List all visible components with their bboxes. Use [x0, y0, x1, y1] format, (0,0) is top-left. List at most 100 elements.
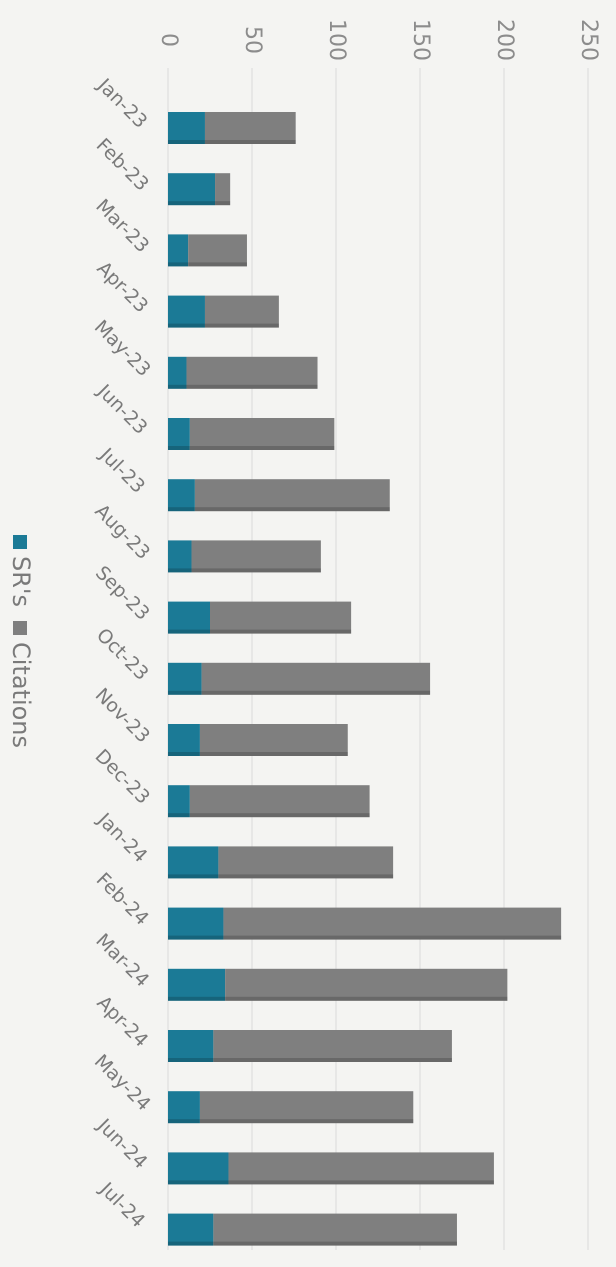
category-label: Oct-23: [92, 624, 153, 685]
bar-segment-srs: [168, 479, 195, 512]
bar-segment-srs: [168, 418, 190, 450]
legend-label-srs: SR's: [7, 556, 35, 607]
bar-segment-srs: [168, 1091, 200, 1124]
bars: [168, 112, 562, 1246]
category-label: Apr-23: [92, 257, 152, 317]
value-tick-label: 250: [576, 19, 601, 61]
bar-shade: [191, 568, 321, 573]
bar-shade: [188, 262, 247, 267]
bar-segment-srs: [168, 907, 224, 940]
bar-segment-citations: [189, 785, 370, 818]
bar-shade: [168, 813, 190, 818]
bar-segment-citations: [225, 968, 508, 1001]
bar-shade: [204, 323, 279, 328]
category-label: Feb-24: [92, 869, 153, 930]
category-label: Mar-24: [91, 929, 153, 991]
bar-shade: [168, 507, 195, 512]
category-label: Jul-23: [95, 443, 149, 497]
value-tick-label: 200: [492, 19, 517, 61]
bar-segment-citations: [191, 540, 321, 573]
category-label: Feb-23: [92, 134, 153, 195]
bar-shade: [189, 813, 370, 818]
bar-shade: [168, 140, 205, 144]
value-axis-ticks: 0 50 100 150 200 250: [156, 19, 601, 61]
bar-shade: [223, 935, 562, 940]
bar-shade: [168, 446, 190, 450]
category-label: Nov-23: [91, 684, 154, 747]
category-label: Sep-23: [91, 562, 154, 625]
bar-segment-citations: [204, 295, 279, 328]
bar-shade: [168, 568, 192, 573]
category-label: Jul-24: [95, 1178, 149, 1232]
legend-swatch-citations: [13, 621, 27, 635]
category-label: Apr-24: [92, 992, 152, 1052]
category-label: Dec-23: [91, 745, 155, 809]
bar-segment-srs: [168, 1030, 214, 1062]
bar-shade: [168, 629, 210, 634]
bar-segment-citations: [189, 418, 335, 450]
bar-shade: [199, 1119, 414, 1124]
bar-segment-citations: [213, 1030, 452, 1062]
bar-segment-citations: [210, 601, 352, 634]
bar-shade: [168, 1241, 214, 1246]
bar-shade: [168, 262, 189, 267]
bar-segment-citations: [201, 662, 431, 695]
bar-segment-srs: [168, 356, 187, 389]
bar-shade: [168, 1119, 200, 1124]
bar-shade: [199, 752, 348, 756]
bar-shade: [210, 629, 352, 634]
bar-segment-citations: [215, 173, 231, 206]
bar-shade: [168, 996, 226, 1001]
bar-shade: [168, 323, 205, 328]
bar-shade: [168, 384, 187, 389]
value-tick-label: 50: [240, 26, 265, 54]
category-label: Jun-23: [92, 380, 151, 439]
value-tick-label: 0: [156, 33, 181, 47]
bar-shade: [168, 690, 202, 695]
bar-segment-srs: [168, 601, 210, 634]
category-label: Jun-24: [92, 1114, 151, 1173]
bar-shade: [168, 201, 216, 206]
bar-shade: [204, 140, 296, 144]
bar-segment-citations: [194, 479, 390, 512]
bar-shade: [168, 752, 200, 756]
bar-segment-citations: [213, 1213, 457, 1246]
bar-segment-citations: [186, 356, 318, 389]
bar-segment-srs: [168, 234, 189, 267]
bar-shade: [213, 1241, 457, 1246]
bar-shade: [215, 201, 231, 206]
bar-shade: [168, 874, 219, 879]
bar-segment-citations: [199, 1091, 414, 1124]
bar-segment-citations: [218, 846, 394, 879]
bar-shade: [225, 996, 508, 1001]
legend: SR's Citations: [7, 535, 35, 748]
value-tick-label: 100: [324, 19, 349, 61]
category-label: May-23: [90, 316, 155, 381]
bar-segment-srs: [168, 295, 205, 328]
value-tick-label: 150: [408, 19, 433, 61]
bar-shade: [194, 507, 390, 512]
bar-segment-srs: [168, 540, 192, 573]
category-label: Jan-24: [93, 808, 152, 867]
bar-segment-citations: [204, 112, 296, 144]
bar-shade: [218, 874, 394, 879]
legend-swatch-srs: [13, 535, 27, 549]
bar-segment-srs: [168, 968, 226, 1001]
bar-segment-srs: [168, 724, 200, 756]
bar-segment-citations: [223, 907, 562, 940]
category-label: Mar-23: [91, 195, 153, 257]
bar-segment-citations: [228, 1152, 494, 1185]
bar-segment-srs: [168, 173, 216, 206]
bar-shade: [189, 446, 335, 450]
bar-shade: [168, 1180, 229, 1185]
bar-segment-srs: [168, 662, 202, 695]
bar-shade: [201, 690, 431, 695]
bar-segment-srs: [168, 1213, 214, 1246]
legend-label-citations: Citations: [7, 642, 35, 748]
bar-segment-srs: [168, 1152, 229, 1185]
bar-segment-citations: [199, 724, 348, 756]
category-axis-labels: Jan-23Feb-23Mar-23Apr-23May-23Jun-23Jul-…: [90, 74, 155, 1232]
bar-segment-srs: [168, 785, 190, 818]
